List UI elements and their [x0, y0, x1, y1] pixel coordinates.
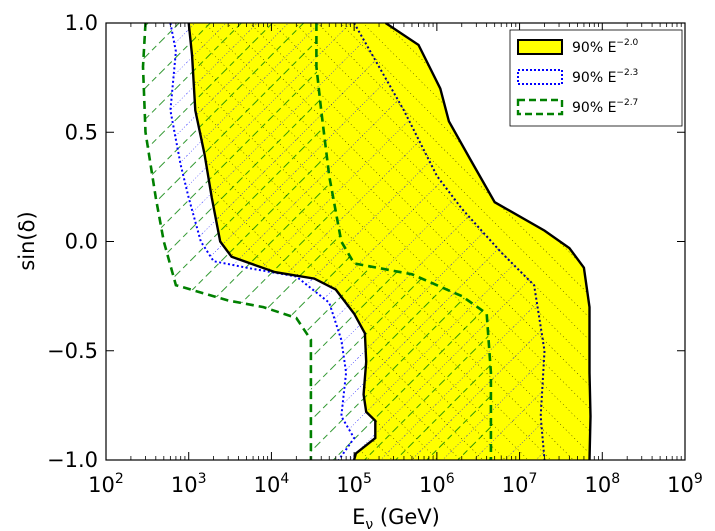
x-tick-label: 109: [667, 471, 703, 497]
legend: 90% E−2.0 90% E−2.3 90% E−2.7: [509, 29, 683, 127]
y-tick-label: −1.0: [47, 448, 98, 472]
x-tick-label: 108: [584, 471, 620, 497]
x-tick-label: 103: [171, 471, 207, 497]
legend-swatch: [517, 39, 563, 55]
legend-label: 90% E−2.3: [572, 68, 638, 86]
series-e20-left-edge: [187, 23, 377, 460]
series-e20-hatch: [188, 23, 591, 460]
contour-areas: [143, 23, 591, 460]
y-tick-label: −0.5: [47, 339, 98, 363]
y-tick-label: 0.5: [65, 120, 98, 144]
y-tick-label: 1.0: [65, 11, 98, 35]
y-axis-label: sin(δ): [15, 211, 39, 270]
legend-swatch: [517, 69, 563, 85]
series-e27-right-edge: [315, 23, 493, 460]
x-tick-label: 102: [88, 471, 124, 497]
contour-lines: [141, 23, 592, 460]
x-axis-label: Eν (GeV): [352, 505, 440, 531]
axis-tick-labels: 102 103 104 105 106 107 108 109 1.0 0.5 0.0 −0.5 −1.…: [47, 11, 703, 497]
x-tick-label: 106: [419, 471, 455, 497]
axis-ticks: [105, 22, 686, 461]
series-e20-right-edge: [384, 23, 592, 460]
legend-label: 90% E−2.7: [572, 98, 638, 116]
x-tick-label: 105: [336, 471, 372, 497]
y-tick-label: 0.0: [65, 230, 98, 254]
legend-swatch: [516, 98, 564, 116]
series-e23-left-edge: [169, 23, 356, 460]
series-e27-left-edge: [141, 23, 313, 460]
legend-label: 90% E−2.0: [572, 38, 639, 56]
x-tick-label: 107: [502, 471, 538, 497]
series-e23-right-edge: [353, 23, 546, 460]
x-tick-label: 104: [254, 471, 290, 497]
